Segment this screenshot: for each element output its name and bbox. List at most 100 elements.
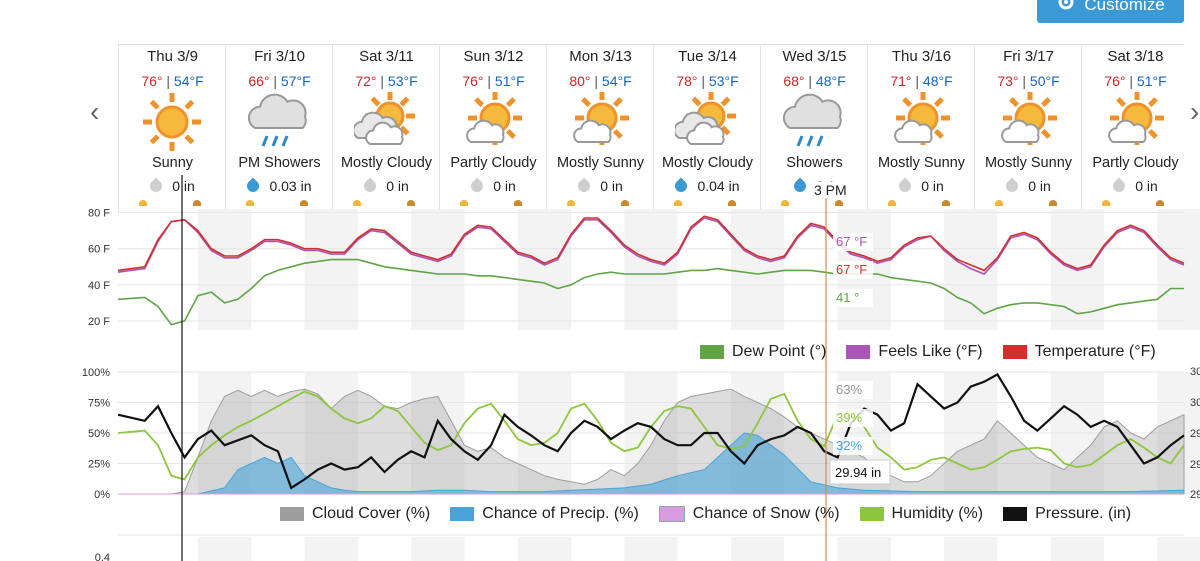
hover-label-bg (833, 261, 873, 279)
series-feels-like-f- (117, 217, 1185, 275)
low-temp: 53°F (387, 73, 418, 89)
sunset-icon (621, 200, 629, 206)
precip-amount: 0 in (493, 178, 516, 194)
day-precip: 0.04 in (654, 177, 761, 195)
day-temps: 78° | 53°F (676, 73, 739, 89)
legend-humidity[interactable]: Humidity (%) (859, 505, 984, 523)
day-temps: 76° | 51°F (1104, 73, 1167, 89)
customize-button[interactable]: Customize (1037, 0, 1184, 23)
hover-value: 32% (836, 438, 862, 453)
night-band (411, 537, 465, 561)
y-tick-label: 40 F (88, 280, 110, 292)
day-temps: 66° | 57°F (248, 73, 311, 89)
sky-legend: Cloud Cover (%) Chance of Precip. (%) Ch… (280, 505, 1131, 523)
chevron-left-icon[interactable]: ‹ (90, 96, 100, 127)
legend-precip-label: Chance of Precip. (%) (482, 505, 639, 522)
day-temps: 68° | 48°F (783, 73, 846, 89)
day-column[interactable]: Tue 3/14 78° | 53°F Mostly Cloudy 0.04 in (653, 45, 761, 212)
day-column[interactable]: Fri 3/17 73° | 50°F Mostly Sunny 0 in (974, 45, 1082, 212)
legend-humidity-label: Humidity (%) (891, 505, 984, 522)
partly-cloudy-icon (889, 91, 953, 152)
high-temp: 66° (248, 73, 270, 89)
night-band (730, 537, 785, 561)
precip-amount: 0 in (1028, 178, 1051, 194)
high-temp: 68° (783, 73, 805, 89)
day-temps: 72° | 53°F (355, 73, 418, 89)
day-temps: 80° | 54°F (569, 73, 632, 89)
day-condition: Sunny (151, 155, 194, 171)
y-tick-label: 20 F (88, 316, 110, 328)
series-dew-point- (117, 258, 1184, 326)
day-date: Tue 3/14 (678, 48, 737, 65)
day-date: Thu 3/16 (891, 48, 952, 65)
right-axis-tick: 30 (1190, 366, 1200, 378)
high-temp: 73° (997, 73, 1019, 89)
sunrise-icon (567, 200, 575, 206)
legend-temperature[interactable]: Temperature (°F) (1002, 343, 1156, 361)
day-precip: 0 in (1082, 177, 1189, 195)
high-temp: 76° (462, 73, 484, 89)
legend-temperature-label: Temperature (°F) (1034, 343, 1156, 360)
y-tick-label: 50% (88, 428, 110, 440)
partly-cloudy-icon (568, 91, 632, 152)
chevron-right-icon[interactable]: › (1190, 96, 1200, 127)
day-column[interactable]: Sat 3/11 72° | 53°F Mostly Cloudy 0 in (332, 45, 440, 212)
right-axis-tick: 29 (1190, 489, 1200, 501)
y-tick-label: 75% (88, 398, 110, 410)
day-column[interactable]: Fri 3/10 66° | 57°F PM Showers 0.03 in (225, 45, 333, 212)
legend-snow[interactable]: Chance of Snow (%) (658, 505, 840, 523)
y-tick-label: 25% (88, 459, 110, 471)
night-band (730, 209, 785, 330)
precip-amount: 0.04 in (697, 178, 740, 194)
sunrise-icon (246, 200, 254, 206)
day-column[interactable]: Thu 3/16 71° | 48°F Mostly Sunny 0 in (867, 45, 975, 212)
hover-label-bg (833, 381, 873, 399)
y-tick-label: 0.4 (95, 552, 110, 561)
sunny-icon (140, 92, 204, 152)
high-temp: 76° (1104, 73, 1126, 89)
high-temp: 76° (141, 73, 163, 89)
hover-label-bg (833, 289, 873, 307)
day-date: Fri 3/17 (1003, 48, 1054, 65)
legend-dew-point[interactable]: Dew Point (°) (700, 343, 826, 361)
partly-cloudy-icon (996, 91, 1060, 152)
day-condition: Mostly Sunny (877, 155, 966, 171)
sunrise-icon (1102, 200, 1110, 206)
day-date: Mon 3/13 (569, 48, 632, 65)
legend-pressure[interactable]: Pressure. (in) (1003, 505, 1131, 523)
low-temp: 50°F (1029, 73, 1060, 89)
y-tick-label: 100% (82, 367, 110, 379)
day-column[interactable]: Thu 3/9 76° | 54°F Sunny 0 in (118, 45, 226, 212)
legend-feels-like-label: Feels Like (°F) (878, 343, 983, 360)
day-column[interactable]: Sat 3/18 76° | 51°F Partly Cloudy 0 in (1081, 45, 1189, 212)
showers-icon (782, 92, 846, 152)
day-temps: 76° | 51°F (462, 73, 525, 89)
day-column[interactable]: Sun 3/12 76° | 51°F Partly Cloudy 0 in (439, 45, 547, 212)
day-precip: 0.03 in (226, 177, 333, 195)
mostly-cloudy-icon (352, 91, 418, 152)
right-axis-tick: 29 (1190, 428, 1200, 440)
day-column[interactable]: Mon 3/13 80° | 54°F Mostly Sunny 0 in (546, 45, 654, 212)
day-temps: 76° | 54°F (141, 73, 204, 89)
precip-amount: 0 in (921, 178, 944, 194)
low-temp: 51°F (494, 73, 525, 89)
precip-amount: 0 in (600, 178, 623, 194)
series-humidity- (117, 390, 1185, 481)
sunrise-icon (353, 200, 361, 206)
day-precip: 0 in (119, 177, 226, 195)
hover-label-bg (833, 437, 873, 455)
night-band (837, 537, 891, 561)
precip-amount: 0 in (1135, 178, 1158, 194)
precip-amount: 0.03 in (269, 178, 312, 194)
right-axis-tick: 30 (1190, 397, 1200, 409)
sunset-icon (407, 200, 415, 206)
low-temp: 54°F (173, 73, 204, 89)
night-band (197, 209, 252, 330)
low-temp: 48°F (815, 73, 846, 89)
legend-feels-like[interactable]: Feels Like (°F) (846, 343, 983, 361)
legend-cloud-cover[interactable]: Cloud Cover (%) (280, 505, 430, 523)
legend-precip[interactable]: Chance of Precip. (%) (450, 505, 639, 523)
legend-cloud-cover-label: Cloud Cover (%) (312, 505, 431, 522)
